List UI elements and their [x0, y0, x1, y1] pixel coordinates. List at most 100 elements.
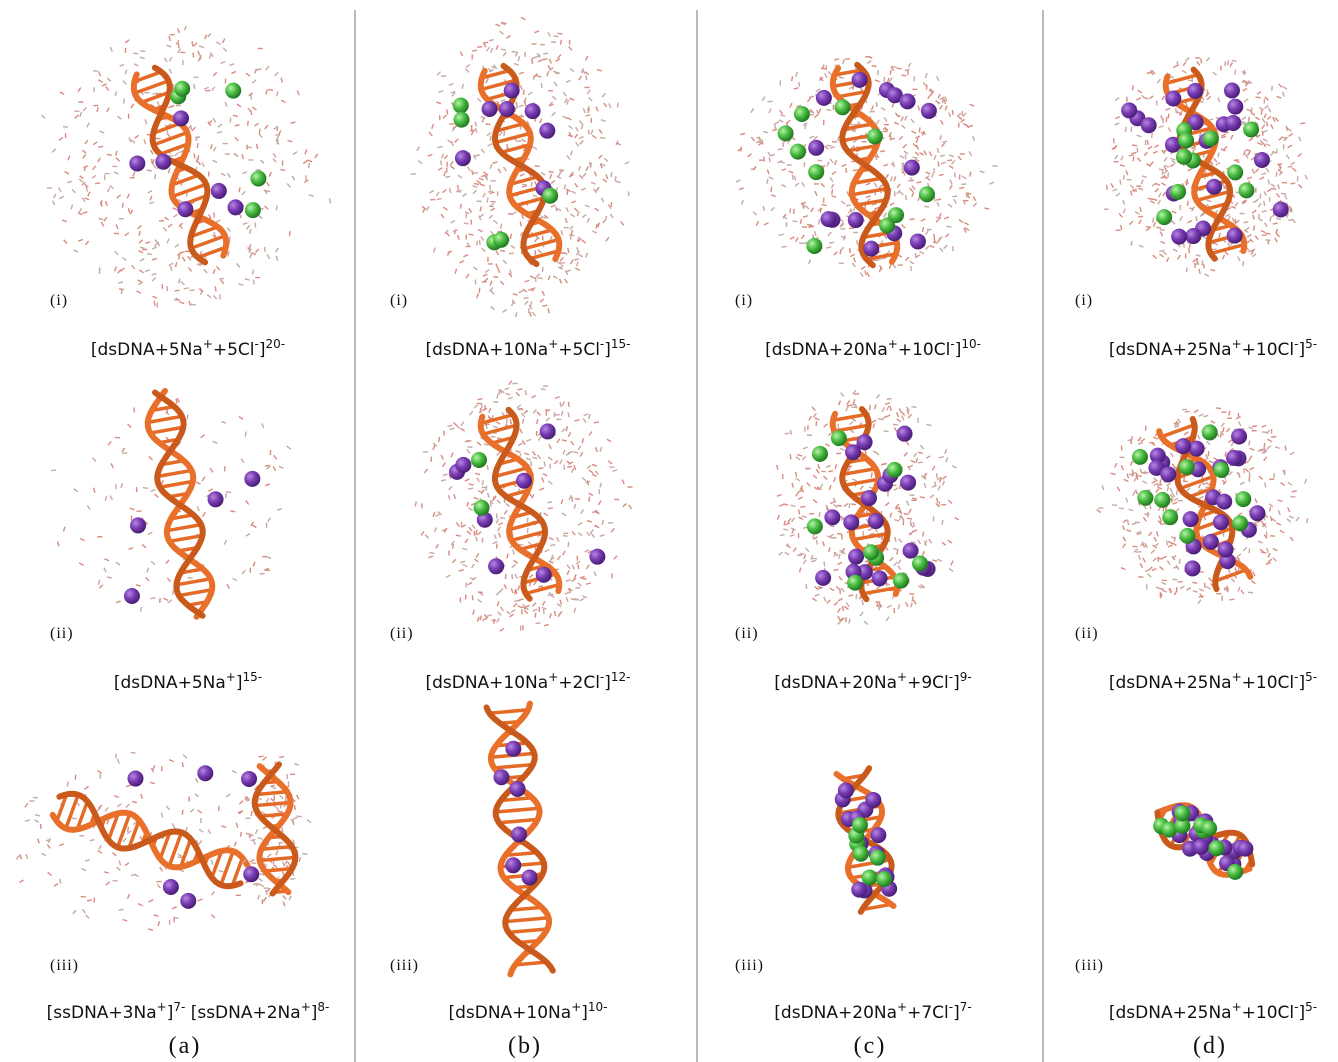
water [552, 96, 556, 99]
water [115, 91, 116, 96]
water [47, 188, 52, 189]
water [469, 527, 472, 531]
water [46, 840, 51, 841]
water [128, 208, 129, 213]
water [575, 183, 578, 187]
water [78, 240, 83, 242]
water [915, 136, 920, 138]
water [567, 190, 568, 195]
water [846, 205, 851, 206]
water [488, 144, 492, 146]
water [150, 150, 153, 154]
water [1154, 145, 1158, 147]
water [586, 253, 588, 258]
water [1271, 184, 1275, 187]
water [622, 479, 624, 484]
water [132, 801, 137, 802]
water [494, 619, 495, 624]
water [1271, 437, 1276, 438]
water [874, 405, 876, 410]
water [1114, 138, 1115, 143]
chloride-ion [1176, 149, 1192, 165]
water [450, 161, 453, 165]
water [1262, 125, 1265, 129]
water [567, 118, 571, 120]
water [578, 523, 582, 526]
water [221, 62, 226, 64]
water [849, 619, 850, 624]
water [125, 70, 126, 75]
water [1265, 240, 1270, 241]
water [902, 416, 904, 421]
water [1142, 95, 1146, 98]
sodium-ion [482, 101, 498, 117]
water [473, 190, 476, 194]
water [67, 181, 72, 182]
water [872, 66, 877, 67]
water [1279, 84, 1283, 87]
water [26, 854, 28, 859]
water [866, 196, 871, 197]
water [542, 291, 544, 295]
water [488, 191, 493, 192]
water [283, 902, 284, 907]
water [266, 890, 267, 895]
water [919, 153, 923, 155]
water [884, 431, 889, 432]
water [536, 76, 541, 77]
water [469, 484, 474, 485]
water [478, 599, 482, 602]
water [242, 191, 245, 195]
water [621, 221, 624, 225]
water [1280, 530, 1284, 532]
water [1138, 188, 1143, 190]
water [455, 139, 459, 142]
water [423, 208, 425, 213]
water [587, 521, 592, 522]
water [228, 173, 231, 177]
water [876, 395, 879, 399]
water [740, 133, 745, 134]
water [1159, 193, 1161, 197]
water [785, 433, 790, 434]
water [548, 276, 550, 281]
water [501, 100, 506, 102]
water [566, 270, 571, 271]
water [1269, 504, 1273, 507]
water [569, 495, 571, 499]
water [530, 276, 535, 278]
water [193, 43, 197, 46]
water [607, 439, 611, 442]
water [525, 101, 526, 106]
water [557, 537, 559, 542]
water [890, 138, 895, 139]
water [582, 438, 583, 443]
water [177, 398, 179, 402]
water [825, 444, 829, 446]
water [1152, 199, 1157, 200]
water [214, 295, 217, 299]
water [157, 884, 160, 888]
water [878, 418, 883, 419]
water [140, 258, 144, 261]
formula-text: ] [581, 1003, 588, 1023]
water [946, 457, 948, 462]
water [815, 594, 820, 596]
molecule [777, 390, 959, 624]
water [1209, 461, 1214, 463]
water [246, 833, 251, 834]
water [152, 159, 153, 164]
water [194, 84, 195, 89]
water [806, 548, 809, 552]
water [149, 457, 153, 460]
water [950, 180, 952, 185]
water [497, 452, 501, 455]
water [487, 133, 491, 136]
water [516, 392, 520, 396]
water [841, 201, 845, 204]
water [521, 139, 526, 141]
water [242, 570, 245, 574]
water [1283, 87, 1287, 90]
water [1203, 264, 1204, 269]
water [790, 454, 791, 459]
